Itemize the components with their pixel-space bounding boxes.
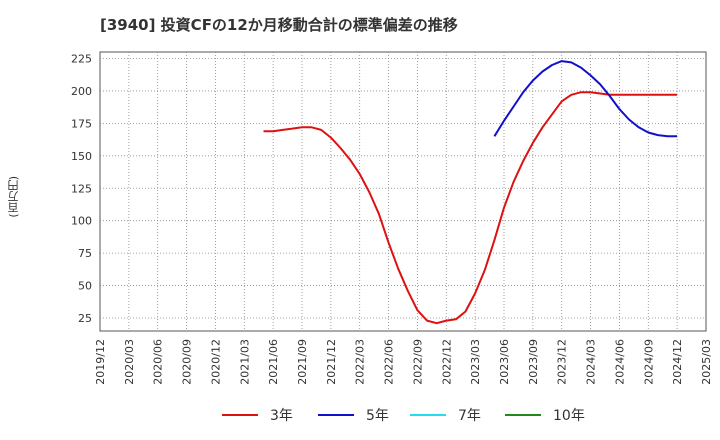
legend: 3年 5年 7年 10年 [0,404,720,426]
legend-label: 7年 [458,408,481,424]
legend-item: 3年 [222,404,293,426]
y-tick-label: 125 [71,182,92,195]
legend-item: 5年 [318,404,389,426]
x-tick-label: 2023/06 [498,339,511,385]
legend-swatch [222,414,258,416]
legend-label: 10年 [553,408,585,424]
x-tick-label: 2024/12 [671,339,684,385]
x-tick-label: 2024/03 [585,339,598,385]
y-tick-label: 100 [71,215,92,228]
x-tick-label: 2022/12 [440,339,453,385]
x-tick-label: 2020/03 [123,339,136,385]
x-tick-label: 2021/09 [296,339,309,385]
legend-swatch [318,414,354,416]
legend-item: 7年 [410,404,481,426]
x-tick-label: 2024/06 [613,339,626,385]
y-tick-label: 175 [71,117,92,130]
x-tick-label: 2023/12 [556,339,569,385]
y-tick-label: 150 [71,150,92,163]
chart-title: [3940] 投資CFの12か月移動合計の標準偏差の推移 [100,16,458,34]
legend-label: 5年 [366,408,389,424]
x-tick-label: 2020/06 [152,339,165,385]
x-tick-label: 2021/06 [267,339,280,385]
x-tick-label: 2021/12 [325,339,338,385]
x-tick-label: 2019/12 [94,339,107,385]
y-tick-label: 50 [78,280,92,293]
x-tick-label: 2022/03 [354,339,367,385]
legend-swatch [410,414,446,416]
x-tick-label: 2025/03 [700,339,713,385]
plot-area [99,51,707,332]
legend-item: 10年 [505,404,585,426]
y-tick-label: 200 [71,85,92,98]
x-tick-label: 2024/09 [642,339,655,385]
legend-label: 3年 [270,408,293,424]
x-tick-label: 2020/09 [181,339,194,385]
x-tick-label: 2023/03 [469,339,482,385]
y-tick-label: 75 [78,247,92,260]
x-tick-label: 2023/09 [527,339,540,385]
legend-swatch [505,414,541,416]
series-line-1 [493,60,678,138]
x-tick-label: 2022/09 [411,339,424,385]
x-tick-label: 2021/03 [238,339,251,385]
y-tick-label: 225 [71,52,92,65]
x-tick-label: 2022/06 [383,339,396,385]
x-tick-label: 2020/12 [209,339,222,385]
y-tick-label: 25 [78,312,92,325]
